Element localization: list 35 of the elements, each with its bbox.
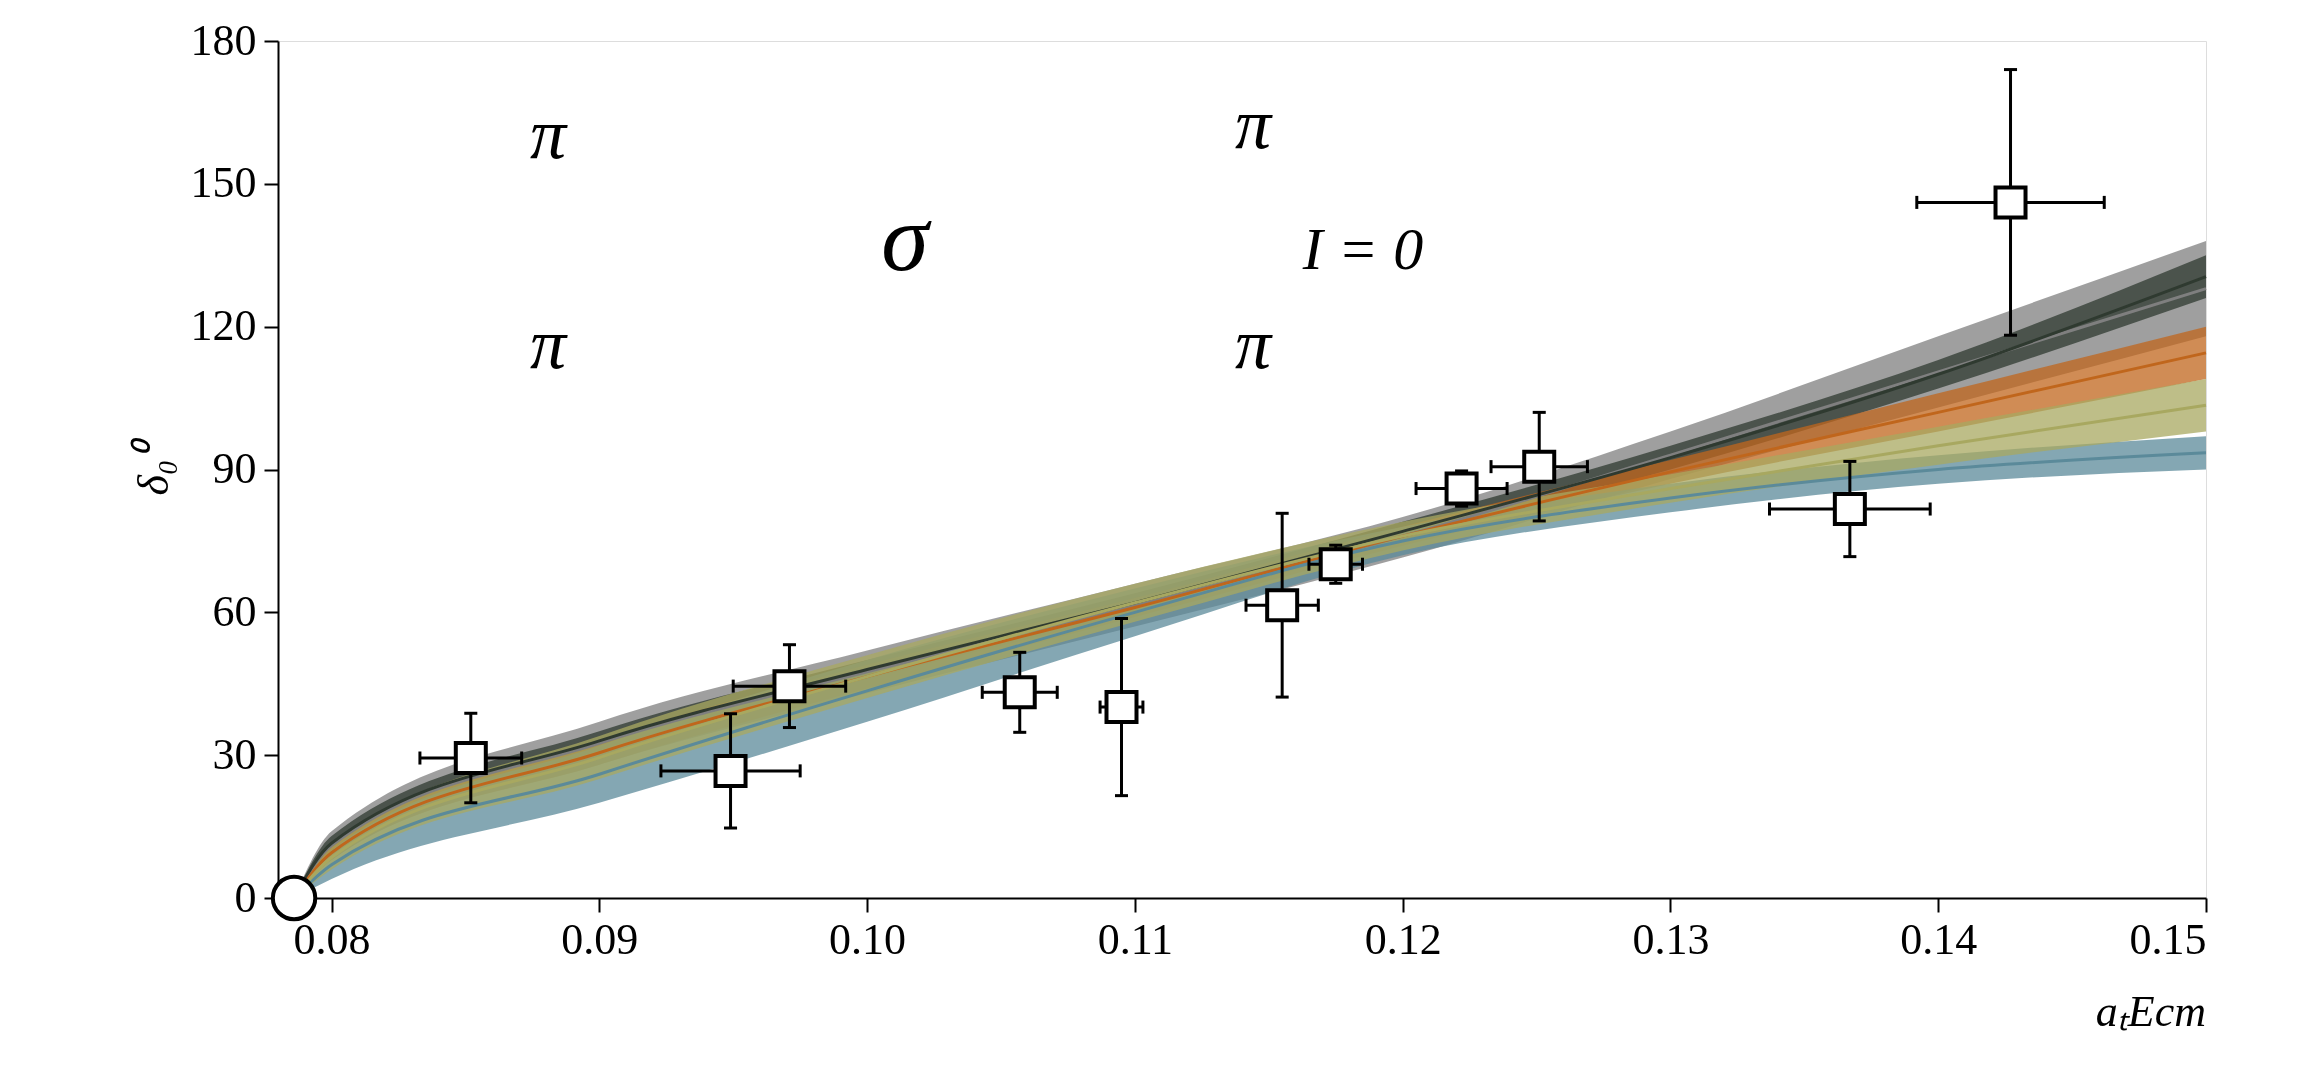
point: [1444, 471, 1479, 506]
y-tick-label: 180: [190, 15, 257, 65]
y-tick-label: 150: [190, 158, 257, 208]
point: [270, 874, 318, 922]
annotation: π: [529, 304, 568, 384]
annotation: π: [1234, 304, 1273, 384]
point: [713, 753, 748, 788]
x-tick-label: 0.10: [829, 914, 907, 964]
x-tick-label: 0.11: [1097, 914, 1174, 964]
annotation: σ: [881, 184, 933, 291]
point: [772, 669, 807, 704]
y-tick-label: 30: [212, 729, 257, 779]
annotation: I = 0: [1301, 216, 1424, 282]
y-tick-label: 90: [212, 444, 257, 493]
annotation: π: [529, 94, 568, 174]
x-tick-label: 0.08: [293, 914, 371, 964]
y-tick-label: 60: [212, 586, 257, 636]
x-tick-label: 0.14: [1900, 914, 1978, 964]
annotation: π: [1234, 84, 1273, 164]
y-axis-title: δ₀⁰: [128, 436, 178, 496]
x-axis-title: aₜEcm: [2095, 987, 2206, 1036]
x-tick-label: 0.15: [2129, 914, 2207, 964]
x-tick-label: 0.13: [1632, 914, 1710, 964]
point: [1318, 547, 1353, 582]
point: [1104, 690, 1139, 725]
y-tick-label: 0: [234, 872, 257, 922]
x-tick-label: 0.09: [561, 914, 639, 964]
point: [453, 741, 488, 776]
point: [1993, 185, 2028, 220]
x-tick-label: 0.12: [1364, 914, 1442, 964]
point: [1832, 492, 1867, 527]
point: [1265, 588, 1300, 623]
y-tick-label: 120: [190, 301, 257, 351]
point: [1522, 449, 1557, 484]
point: [1002, 675, 1037, 710]
